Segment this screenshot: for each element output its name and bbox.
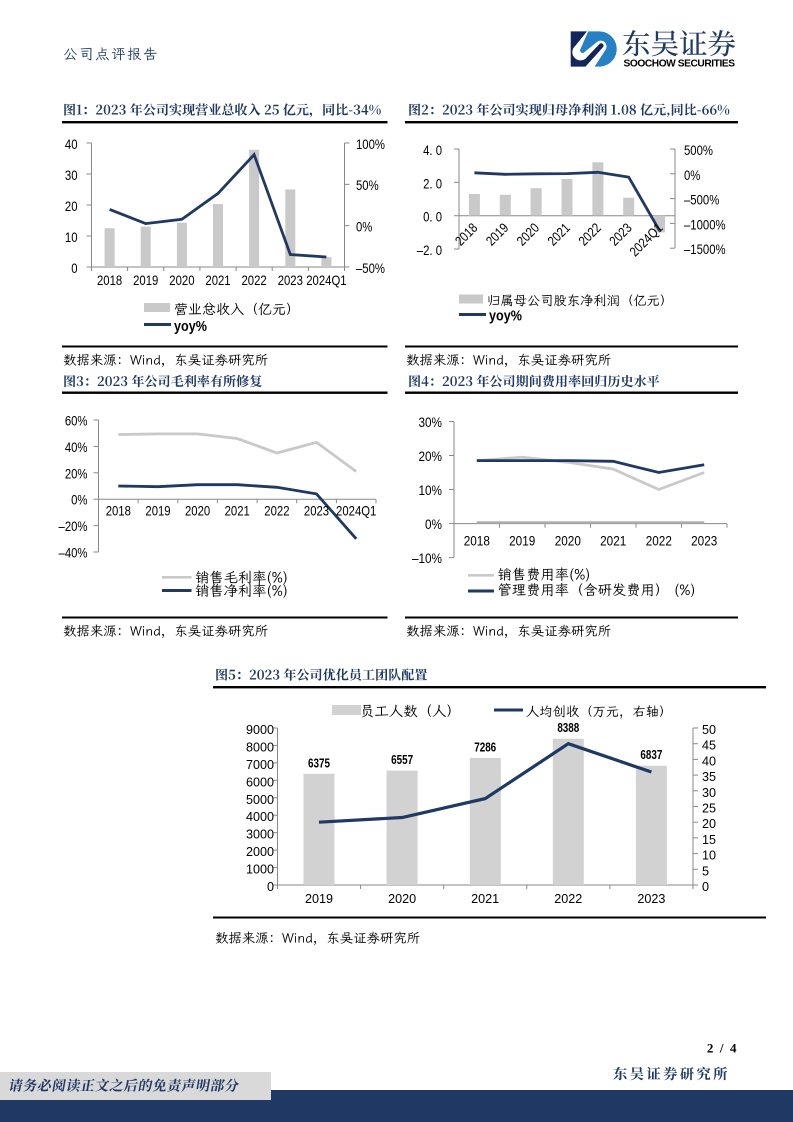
svg-text:–1000%: –1000% (684, 217, 726, 232)
svg-text:60%: 60% (65, 414, 88, 429)
svg-text:100%: 100% (356, 137, 385, 152)
svg-text:50%: 50% (356, 178, 379, 193)
svg-text:7000: 7000 (246, 758, 274, 772)
svg-text:30: 30 (702, 786, 716, 800)
svg-text:50: 50 (702, 723, 716, 737)
svg-text:40: 40 (65, 137, 78, 152)
svg-text:2023: 2023 (304, 504, 329, 519)
svg-text:2022: 2022 (576, 220, 605, 249)
svg-text:500%: 500% (684, 143, 713, 158)
svg-text:4000: 4000 (246, 810, 274, 824)
svg-text:–1500%: –1500% (684, 242, 726, 257)
svg-text:20: 20 (702, 817, 716, 831)
svg-text:20%: 20% (418, 448, 442, 464)
svg-text:20%: 20% (65, 466, 88, 481)
svg-text:10%: 10% (418, 482, 442, 498)
svg-text:2021: 2021 (205, 273, 230, 288)
svg-text:2020: 2020 (185, 504, 210, 519)
svg-text:2023: 2023 (278, 273, 303, 288)
svg-text:0: 0 (702, 880, 709, 894)
svg-text:2020: 2020 (169, 273, 194, 288)
svg-text:yoy%: yoy% (489, 306, 522, 323)
svg-text:2019: 2019 (483, 220, 512, 249)
svg-text:10: 10 (702, 849, 716, 863)
svg-text:2019: 2019 (305, 892, 333, 906)
svg-text:3000: 3000 (246, 828, 274, 842)
svg-text:6837: 6837 (640, 749, 662, 763)
svg-text:SOOCHOW SECURITIES: SOOCHOW SECURITIES (624, 59, 736, 70)
svg-text:1000: 1000 (246, 863, 274, 877)
svg-text:2024Q1: 2024Q1 (306, 273, 346, 288)
svg-text:7286: 7286 (474, 741, 496, 755)
svg-text:0%: 0% (425, 516, 442, 532)
svg-text:8000: 8000 (246, 740, 274, 754)
svg-text:15: 15 (702, 833, 716, 847)
svg-text:–40%: –40% (59, 546, 88, 561)
svg-text:2020: 2020 (555, 533, 581, 549)
svg-text:yoy%: yoy% (174, 317, 207, 334)
svg-text:2021: 2021 (600, 533, 626, 549)
svg-text:30%: 30% (418, 414, 442, 430)
svg-text:2022: 2022 (554, 892, 582, 906)
svg-text:0. 0: 0. 0 (423, 210, 442, 225)
svg-text:40%: 40% (65, 440, 88, 455)
svg-text:2022: 2022 (646, 533, 672, 549)
svg-text:6557: 6557 (391, 754, 413, 768)
svg-text:2019: 2019 (145, 504, 170, 519)
svg-text:2. 0: 2. 0 (423, 176, 442, 191)
svg-text:35: 35 (702, 770, 716, 784)
svg-text:0%: 0% (71, 493, 87, 508)
svg-text:2020: 2020 (514, 220, 543, 249)
svg-text:5: 5 (702, 864, 709, 878)
svg-text:2018: 2018 (452, 220, 481, 249)
svg-text:2018: 2018 (97, 273, 122, 288)
svg-text:2022: 2022 (241, 273, 266, 288)
svg-text:2020: 2020 (388, 892, 416, 906)
svg-text:2 / 4: 2 / 4 (707, 1041, 737, 1056)
svg-text:0%: 0% (684, 168, 700, 183)
svg-text:–500%: –500% (684, 193, 719, 208)
svg-text:2022: 2022 (264, 504, 289, 519)
svg-text:–2. 0: –2. 0 (417, 243, 442, 258)
svg-text:2023: 2023 (691, 533, 717, 549)
svg-text:–20%: –20% (59, 519, 88, 534)
svg-text:2021: 2021 (225, 504, 250, 519)
svg-text:8388: 8388 (557, 722, 579, 736)
svg-text:6375: 6375 (308, 757, 330, 771)
svg-text:40: 40 (702, 754, 716, 768)
svg-text:20: 20 (65, 199, 78, 214)
svg-text:0: 0 (267, 880, 274, 894)
svg-text:5000: 5000 (246, 793, 274, 807)
svg-text:–10%: –10% (412, 550, 443, 566)
svg-text:6000: 6000 (246, 775, 274, 789)
svg-text:25: 25 (702, 802, 716, 816)
svg-text:2019: 2019 (509, 533, 535, 549)
svg-text:2021: 2021 (545, 220, 574, 249)
svg-text:–50%: –50% (356, 261, 385, 276)
svg-text:2018: 2018 (106, 504, 131, 519)
svg-text:2019: 2019 (133, 273, 158, 288)
svg-text:0: 0 (71, 261, 77, 276)
svg-text:10: 10 (65, 230, 78, 245)
svg-text:2000: 2000 (246, 845, 274, 859)
svg-text:2024Q1: 2024Q1 (627, 220, 666, 259)
svg-text:2023: 2023 (637, 892, 665, 906)
svg-text:30: 30 (65, 168, 78, 183)
svg-text:0%: 0% (356, 220, 372, 235)
svg-text:9000: 9000 (246, 723, 274, 737)
svg-text:2018: 2018 (464, 533, 490, 549)
svg-text:4. 0: 4. 0 (423, 143, 442, 158)
svg-text:2021: 2021 (471, 892, 499, 906)
svg-text:2024Q1: 2024Q1 (336, 504, 376, 519)
svg-text:45: 45 (702, 739, 716, 753)
